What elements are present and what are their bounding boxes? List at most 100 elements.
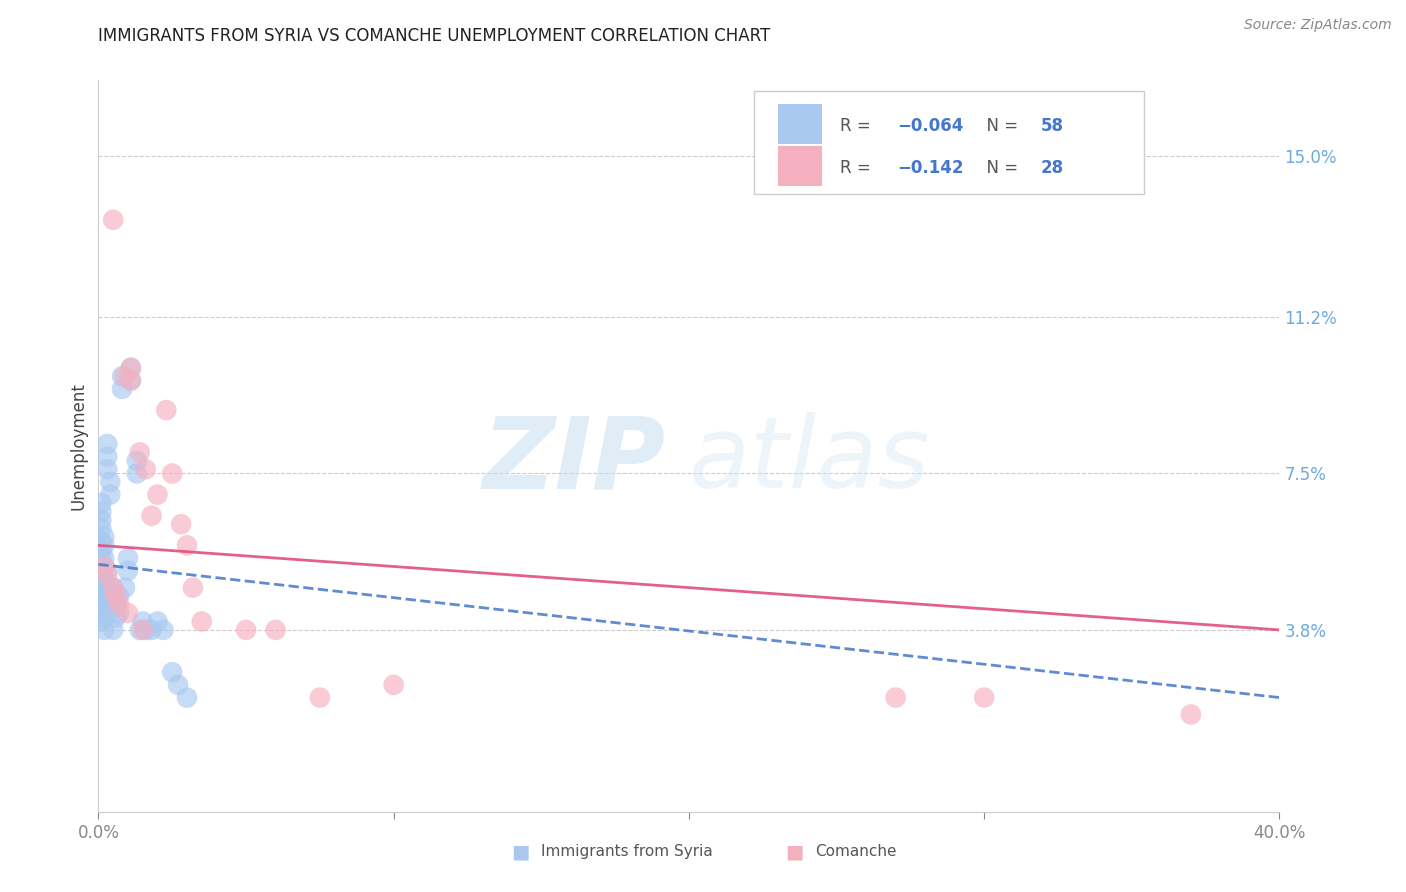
Point [90, 606, 112, 620]
Text: −0.064: −0.064 [897, 117, 963, 135]
Point [132, 615, 155, 629]
Point [96, 568, 118, 582]
Point [96, 462, 118, 476]
Point [117, 564, 139, 578]
Point [103, 581, 125, 595]
Point [103, 212, 125, 227]
Point [90, 559, 112, 574]
Point [90, 496, 112, 510]
Text: 58: 58 [1040, 117, 1064, 135]
Point [96, 437, 118, 451]
Point [176, 690, 198, 705]
Point [90, 576, 112, 591]
Point [309, 690, 332, 705]
Point [125, 454, 148, 468]
Point [90, 615, 112, 629]
Point [141, 508, 163, 523]
Point [90, 504, 112, 518]
Text: ZIP: ZIP [482, 412, 665, 509]
FancyBboxPatch shape [754, 91, 1143, 194]
Point [90, 598, 112, 612]
Text: Immigrants from Syria: Immigrants from Syria [541, 845, 713, 859]
Point [141, 623, 163, 637]
Text: R =: R = [841, 159, 876, 177]
Point [264, 623, 287, 637]
Y-axis label: Unemployment: Unemployment [69, 382, 87, 510]
Point [93, 572, 115, 586]
Point [93, 559, 115, 574]
Text: N =: N = [976, 117, 1024, 135]
Point [93, 538, 115, 552]
Point [117, 606, 139, 620]
Point [98, 593, 121, 607]
Point [90, 542, 112, 557]
Text: Comanche: Comanche [815, 845, 897, 859]
Point [105, 610, 128, 624]
Point [108, 589, 131, 603]
Point [128, 623, 150, 637]
Text: R =: R = [841, 117, 876, 135]
Text: 28: 28 [1040, 159, 1064, 177]
Point [181, 581, 204, 595]
Point [120, 374, 142, 388]
Text: Source: ZipAtlas.com: Source: ZipAtlas.com [1244, 18, 1392, 32]
Point [155, 403, 177, 417]
Point [162, 467, 183, 481]
Point [90, 601, 112, 615]
Point [93, 623, 115, 637]
Point [1180, 707, 1202, 722]
Point [120, 360, 142, 375]
Text: ■: ■ [785, 842, 804, 862]
Point [382, 678, 405, 692]
Point [135, 462, 157, 476]
Point [90, 589, 112, 603]
Point [98, 488, 121, 502]
Point [191, 615, 214, 629]
Point [103, 593, 125, 607]
Point [108, 606, 131, 620]
Point [162, 665, 183, 680]
Point [98, 475, 121, 489]
Point [146, 488, 169, 502]
Point [96, 598, 118, 612]
Text: −0.142: −0.142 [897, 159, 963, 177]
Point [111, 369, 134, 384]
Point [884, 690, 907, 705]
Point [93, 610, 115, 624]
Text: IMMIGRANTS FROM SYRIA VS COMANCHE UNEMPLOYMENT CORRELATION CHART: IMMIGRANTS FROM SYRIA VS COMANCHE UNEMPL… [98, 27, 770, 45]
Point [146, 615, 169, 629]
Point [114, 369, 136, 384]
Point [103, 581, 125, 595]
Point [93, 585, 115, 599]
Point [103, 623, 125, 637]
Point [117, 551, 139, 566]
Point [132, 623, 155, 637]
Point [96, 450, 118, 464]
Text: ■: ■ [510, 842, 530, 862]
Point [90, 551, 112, 566]
Point [135, 623, 157, 637]
Point [108, 598, 131, 612]
Point [93, 551, 115, 566]
FancyBboxPatch shape [778, 103, 823, 144]
Point [125, 467, 148, 481]
Point [973, 690, 995, 705]
Point [111, 382, 134, 396]
Point [105, 598, 128, 612]
Point [235, 623, 257, 637]
Point [90, 568, 112, 582]
Point [176, 538, 198, 552]
Point [93, 530, 115, 544]
Text: atlas: atlas [689, 412, 931, 509]
Point [152, 623, 174, 637]
Point [120, 374, 142, 388]
FancyBboxPatch shape [778, 146, 823, 186]
Point [128, 445, 150, 459]
Point [120, 360, 142, 375]
Point [93, 598, 115, 612]
Point [90, 534, 112, 549]
Point [96, 581, 118, 595]
Point [90, 581, 112, 595]
Point [167, 678, 190, 692]
Point [90, 521, 112, 535]
